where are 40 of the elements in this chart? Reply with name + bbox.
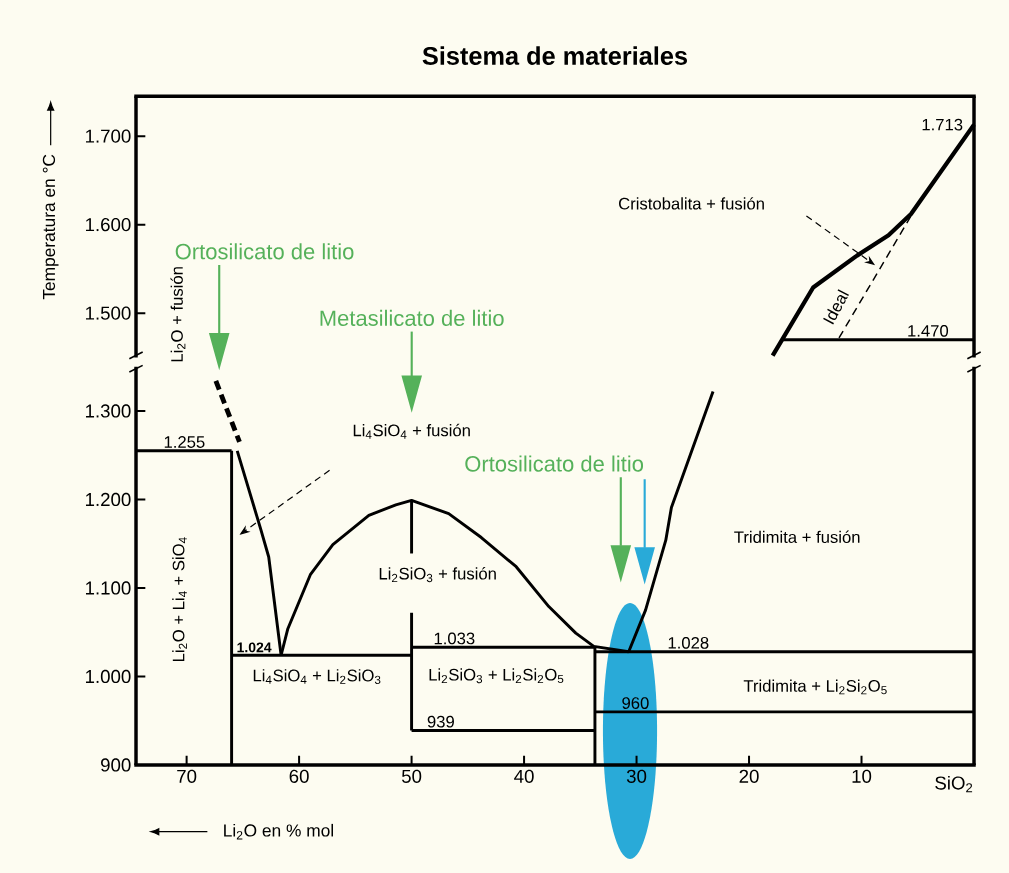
y-tick-label: 1.300 xyxy=(86,404,131,418)
chart-title: Sistema de materiales xyxy=(422,46,687,65)
annotation: 1.028 xyxy=(668,636,709,649)
y-tick-label: 900 xyxy=(101,758,131,772)
annotation: Li$_{2}$SiO$_{3}$ + fusión xyxy=(379,567,496,583)
annotation: Ideal xyxy=(823,289,849,325)
x-tick-label: 50 xyxy=(401,769,422,783)
x-tick-label: 10 xyxy=(852,769,872,783)
x-tick-label: 30 xyxy=(626,769,647,783)
y-tick-label: 1.200 xyxy=(86,492,131,507)
annotation: Ortosilicato de litio xyxy=(465,455,644,472)
annotation: 1.255 xyxy=(164,436,205,448)
text: SiO$_{2}$ xyxy=(935,775,973,793)
x-tick-label: 20 xyxy=(739,769,759,783)
annotation: Tridimita + fusión xyxy=(734,530,860,544)
y-axis-title: Temperatura en °C xyxy=(42,154,59,300)
annotation: Tridimita + Li$_{2}$Si$_{2}$O$_{5}$ xyxy=(743,679,887,695)
annotation: 1.713 xyxy=(922,118,963,131)
annotation: Ortosilicato de litio xyxy=(175,243,354,260)
y-tick-label: 1.100 xyxy=(86,581,131,595)
y-tick-label: 1.500 xyxy=(86,306,131,320)
x-axis-title: Li$_{2}$O en % mol xyxy=(224,823,334,840)
annotation: Metasilicato de litio xyxy=(320,309,504,326)
annotation: Li$_{4}$SiO$_{4}$ + Li$_{2}$SiO$_{3}$ xyxy=(253,669,381,684)
annotation: 939 xyxy=(427,715,454,728)
text: Li$_{2}$SiO$_{3}$ + Li$_{2}$Si$_{2}$O$_{5}$ xyxy=(429,668,564,684)
annotation: 960 xyxy=(622,697,649,709)
annotation: Li$_{2}$O + fusión xyxy=(170,267,186,362)
annotation: 1.470 xyxy=(908,324,949,337)
x-tick-label: 40 xyxy=(514,769,534,783)
x-tick-label: 70 xyxy=(177,769,197,783)
y-tick-label: 1.000 xyxy=(86,669,131,684)
annotation: Li$_{4}$SiO$_{4}$ + fusión xyxy=(353,423,470,439)
x-tick-label: 60 xyxy=(289,769,309,783)
annotation: 1.024 xyxy=(237,642,272,653)
y-tick-label: 1.600 xyxy=(86,218,131,232)
y-tick-label: 1.700 xyxy=(86,129,131,143)
annotation: Cristobalita + fusión xyxy=(619,197,764,210)
annotation: 1.033 xyxy=(434,632,475,645)
annotation: Li$_{2}$O + Li$_{4}$ + SiO$_{4}$ xyxy=(172,537,187,662)
